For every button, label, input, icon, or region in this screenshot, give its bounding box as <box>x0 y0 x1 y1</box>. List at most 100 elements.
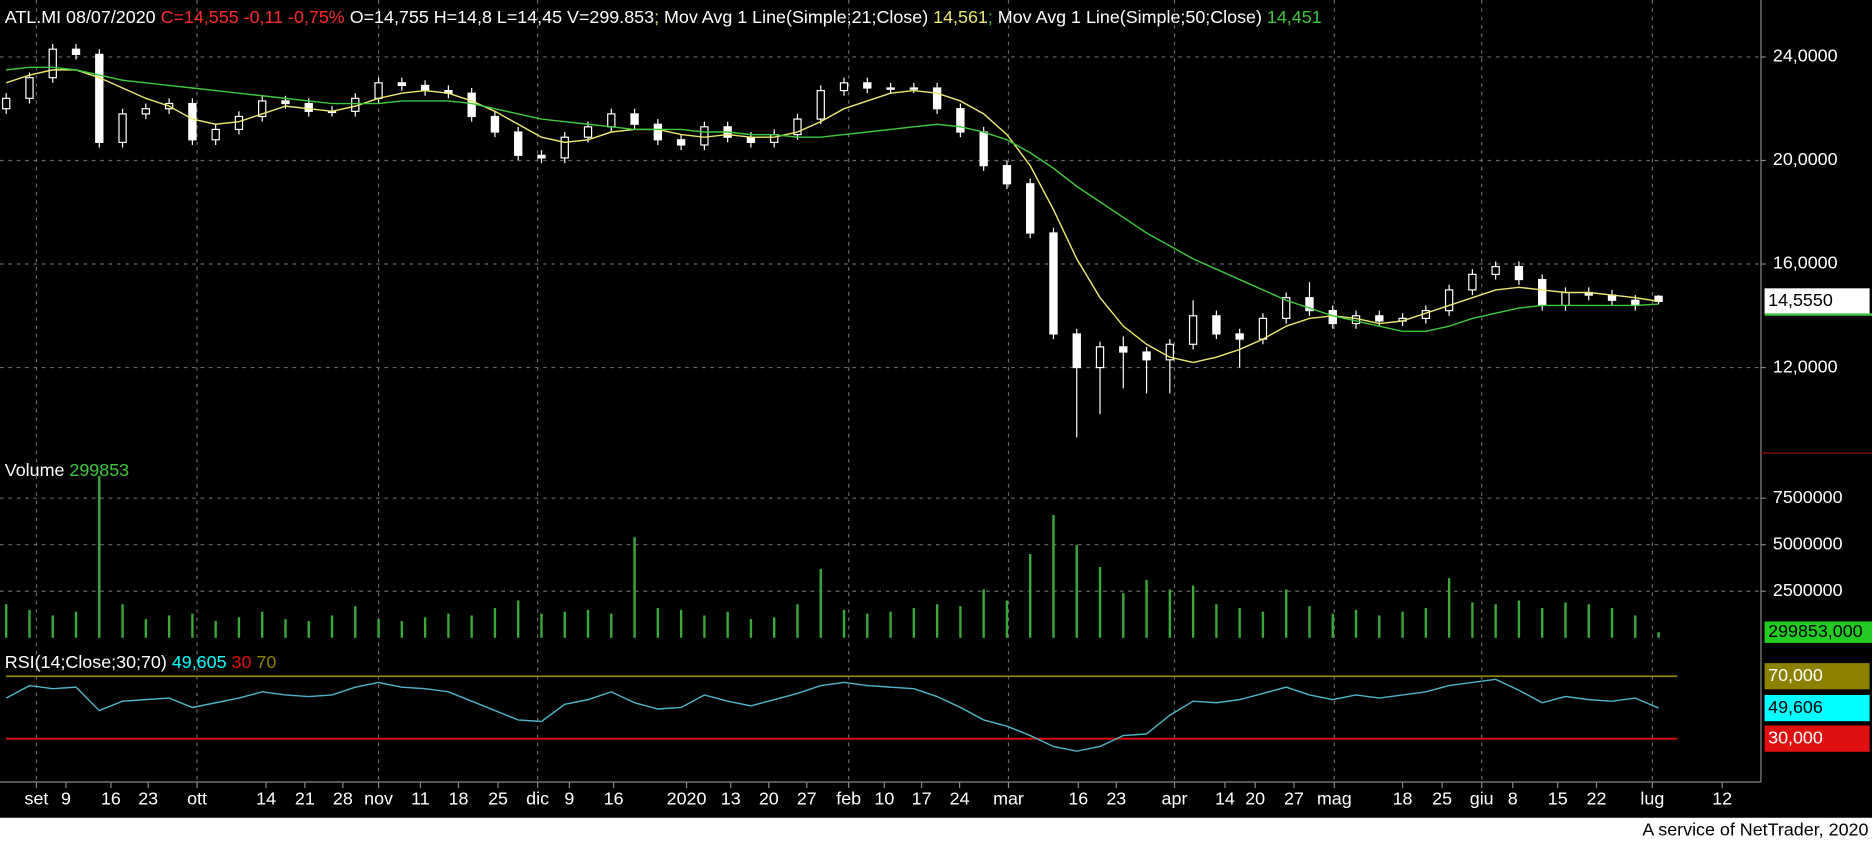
rsi-header: RSI(14;Close;30;70) 49,605 30 70 <box>5 652 277 672</box>
bar <box>1168 589 1172 638</box>
level-label: 30,000 <box>1768 727 1823 747</box>
bar <box>563 611 566 638</box>
bar <box>1215 604 1218 638</box>
bar <box>1075 544 1078 638</box>
candle-body <box>676 139 686 146</box>
x-tick-label: 20 <box>759 789 779 809</box>
bar <box>1517 600 1521 638</box>
quote: C=14,555 -0,11 -0,75% <box>161 7 345 27</box>
candle-body <box>1491 266 1500 275</box>
bar <box>586 609 590 638</box>
bar <box>1541 607 1544 638</box>
rsi-value: 49,605 <box>172 652 227 672</box>
bar <box>1564 602 1567 638</box>
x-tick-label: 13 <box>721 789 741 809</box>
bar <box>1052 514 1055 638</box>
candle-body <box>839 82 849 92</box>
bar <box>400 621 404 638</box>
candle-body <box>1095 346 1105 369</box>
level-box <box>1764 663 1870 690</box>
x-tick-label: 24 <box>950 789 970 809</box>
candle-body <box>234 115 244 131</box>
candle-body <box>1165 343 1175 361</box>
candle-body <box>188 102 197 141</box>
candle-body <box>1026 183 1035 234</box>
candle-body <box>816 90 825 120</box>
bar <box>447 613 450 638</box>
x-tick-label: feb <box>836 789 861 809</box>
bar <box>1005 600 1009 638</box>
last-volume-label: 299853,000 <box>1768 621 1863 641</box>
candle-body <box>793 118 802 136</box>
candle-body <box>1375 315 1384 322</box>
x-tick-label: 9 <box>564 789 574 809</box>
x-tick-label: 8 <box>1508 789 1518 809</box>
bar <box>749 619 753 638</box>
last-rsi-label: 49,606 <box>1768 697 1823 717</box>
x-tick-label: 23 <box>1106 789 1126 809</box>
bar <box>237 617 241 638</box>
candle-body <box>490 115 500 133</box>
y-tick-label: 2500000 <box>1773 580 1843 600</box>
x-tick-label: 16 <box>1068 789 1088 809</box>
candle-body <box>630 113 639 125</box>
last-price-label: 14,5550 <box>1768 290 1833 310</box>
candle-body <box>1119 346 1128 353</box>
legend-value: 14,561 <box>933 7 988 27</box>
candle-body <box>211 128 220 141</box>
bar <box>144 619 148 638</box>
separator: ; <box>988 7 993 27</box>
bar <box>1122 593 1125 638</box>
candle-body <box>1188 315 1198 345</box>
bar <box>1145 580 1148 638</box>
candle-body <box>1049 232 1058 335</box>
bar <box>98 475 101 638</box>
x-tick-label: 17 <box>912 789 932 809</box>
x-tick-label: 18 <box>449 789 469 809</box>
candle-body <box>863 82 872 89</box>
rsi-title: RSI(14;Close;30;70) <box>5 652 167 672</box>
candle-body <box>1282 297 1291 319</box>
candle-body <box>467 92 476 118</box>
last-price-box <box>1764 288 1870 315</box>
candle-body <box>95 53 104 143</box>
bar <box>1308 606 1311 638</box>
bar <box>633 537 636 638</box>
candle-body <box>397 82 407 87</box>
bar <box>470 615 473 638</box>
last-volume-box <box>1764 621 1872 643</box>
candle-body <box>258 100 267 118</box>
x-tick-label: 18 <box>1393 789 1413 809</box>
volume-value: 299853 <box>69 460 129 480</box>
candle-body <box>48 48 57 79</box>
bar <box>1447 578 1451 638</box>
bar <box>493 607 497 638</box>
candle-body <box>25 77 34 99</box>
x-tick-label: 28 <box>333 789 353 809</box>
footer: A service of NetTrader, 2020 <box>1642 820 1868 840</box>
line-series <box>5 678 1659 752</box>
bar <box>842 609 846 638</box>
x-tick-label: giu <box>1470 789 1494 809</box>
ohlcv: O=14,755 H=14,8 L=14,45 V=299.853 <box>350 7 654 27</box>
bar <box>1401 611 1404 638</box>
bar <box>517 600 520 638</box>
x-tick-label: 21 <box>295 789 315 809</box>
x-tick-label: apr <box>1162 789 1188 809</box>
x-tick-label: 14 <box>256 789 276 809</box>
bar <box>773 617 776 638</box>
grid <box>0 0 1761 783</box>
bar <box>726 611 729 638</box>
x-tick-label: 27 <box>1284 789 1304 809</box>
x-tick-label: dic <box>526 789 549 809</box>
x-tick-label: 2020 <box>667 789 707 809</box>
candle-body <box>281 100 290 105</box>
level-label: 70,000 <box>1768 665 1823 685</box>
y-tick-label: 5000000 <box>1773 533 1843 553</box>
last-rsi-box <box>1764 694 1870 722</box>
bar <box>1471 602 1474 638</box>
candle-body <box>1002 165 1012 185</box>
candle-body <box>118 113 127 143</box>
legend-entry: Mov Avg 1 Line(Simple;50;Close) <box>998 7 1262 27</box>
y-tick-label: 7500000 <box>1773 487 1843 507</box>
